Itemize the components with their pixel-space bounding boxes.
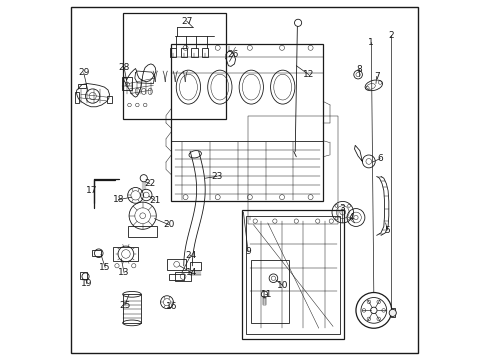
Text: 5: 5 (384, 225, 389, 234)
Bar (128, 226, 157, 237)
Text: 4: 4 (348, 213, 354, 222)
Bar (107, 96, 112, 103)
Text: 29: 29 (78, 68, 89, 77)
Bar (191, 48, 197, 57)
Bar (180, 48, 186, 57)
Bar (123, 13, 225, 119)
Text: 2: 2 (387, 31, 393, 40)
Text: 10: 10 (276, 281, 288, 290)
Text: 17: 17 (86, 186, 97, 195)
Bar (190, 262, 201, 270)
Text: 19: 19 (81, 279, 92, 288)
Bar (122, 77, 132, 90)
Text: 24: 24 (185, 251, 196, 260)
Bar (390, 308, 394, 317)
Text: 18: 18 (112, 195, 124, 204)
Bar (202, 48, 208, 57)
Text: 13: 13 (118, 268, 130, 277)
Text: 22: 22 (144, 179, 155, 188)
Bar (246, 216, 340, 334)
Text: 7: 7 (373, 72, 379, 81)
Text: 14: 14 (186, 268, 197, 277)
Text: 23: 23 (211, 172, 222, 181)
Text: 9: 9 (244, 247, 250, 256)
Text: 3: 3 (339, 204, 344, 213)
Bar (263, 297, 265, 305)
Text: 1: 1 (367, 38, 373, 47)
Bar (78, 84, 85, 88)
Text: 11: 11 (261, 290, 272, 299)
Text: 25: 25 (119, 301, 130, 310)
Text: 6: 6 (377, 154, 382, 163)
Text: 21: 21 (149, 196, 161, 205)
Bar (242, 210, 343, 339)
Bar (75, 93, 79, 103)
Text: 28: 28 (118, 63, 129, 72)
Text: 15: 15 (99, 263, 111, 272)
Bar (171, 44, 323, 202)
Text: 12: 12 (303, 70, 314, 79)
Bar (169, 48, 176, 57)
Text: 26: 26 (227, 50, 238, 59)
Bar (113, 247, 138, 261)
Bar (122, 294, 141, 323)
Text: 8: 8 (355, 65, 361, 74)
Bar (247, 116, 338, 224)
Bar (80, 272, 87, 279)
Text: 20: 20 (163, 220, 174, 229)
Text: 27: 27 (181, 17, 192, 26)
Circle shape (388, 309, 395, 316)
Bar (251, 260, 288, 323)
Bar (175, 272, 190, 281)
Bar (169, 274, 183, 280)
Bar (91, 250, 101, 256)
Text: 16: 16 (165, 302, 177, 311)
Bar (166, 258, 186, 270)
